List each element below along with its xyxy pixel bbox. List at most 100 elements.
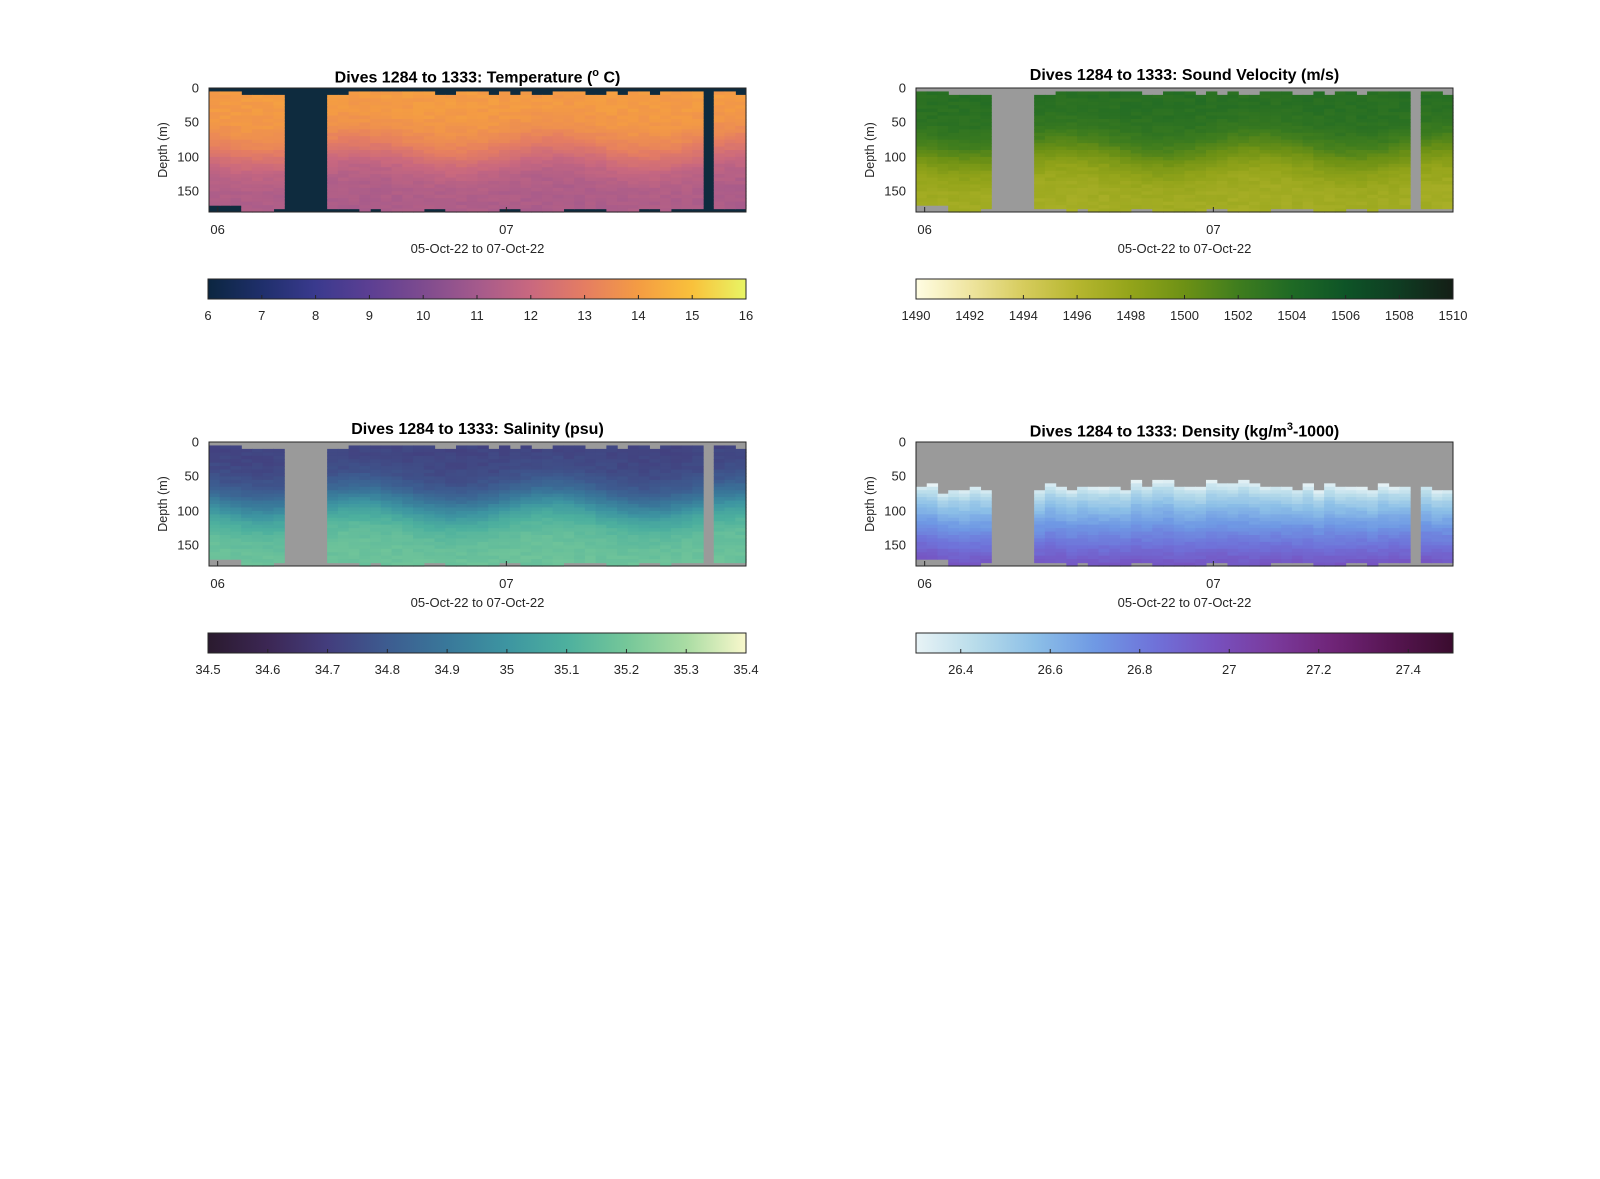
heatmap-cell bbox=[627, 538, 640, 543]
heatmap-cell bbox=[1399, 132, 1411, 137]
heatmap-cell bbox=[1120, 167, 1132, 172]
heatmap-cell bbox=[713, 156, 726, 161]
heatmap-cell bbox=[1216, 122, 1229, 127]
heatmap-cell bbox=[391, 122, 403, 127]
heatmap-cell bbox=[638, 462, 650, 467]
heatmap-cell bbox=[724, 483, 736, 488]
heatmap-cell bbox=[1270, 136, 1282, 141]
heatmap-cell bbox=[563, 153, 575, 158]
heatmap-cell bbox=[1216, 187, 1229, 192]
heatmap-cell bbox=[434, 510, 446, 515]
heatmap-cell bbox=[1248, 198, 1261, 203]
heatmap-cell bbox=[413, 163, 425, 168]
heatmap-cell bbox=[402, 476, 414, 481]
heatmap-cell bbox=[391, 129, 403, 134]
heatmap-cell bbox=[262, 459, 275, 464]
heatmap-cell bbox=[1302, 191, 1314, 196]
heatmap-cell bbox=[1195, 108, 1207, 113]
heatmap-cell bbox=[552, 143, 565, 148]
heatmap-cell bbox=[337, 462, 350, 467]
heatmap-cell bbox=[937, 98, 949, 103]
heatmap-cell bbox=[552, 528, 565, 533]
heatmap-cell bbox=[563, 455, 575, 460]
heatmap-cell bbox=[660, 459, 672, 464]
heatmap-cell bbox=[370, 541, 382, 546]
heatmap-cell bbox=[488, 531, 500, 536]
heatmap-cell bbox=[660, 177, 672, 182]
heatmap-cell bbox=[1141, 143, 1153, 148]
heatmap-cell bbox=[1324, 163, 1336, 168]
heatmap-cell bbox=[434, 98, 446, 103]
heatmap-cell bbox=[541, 94, 554, 99]
heatmap-cell bbox=[980, 187, 992, 192]
heatmap-cell bbox=[413, 201, 425, 206]
heatmap-cell bbox=[209, 445, 221, 450]
heatmap-cell bbox=[456, 541, 468, 546]
heatmap-cell bbox=[445, 524, 457, 529]
heatmap-cell bbox=[681, 139, 693, 144]
heatmap-cell bbox=[1087, 187, 1100, 192]
heatmap-cell bbox=[1152, 187, 1164, 192]
heatmap-cell bbox=[660, 548, 672, 553]
heatmap-cell bbox=[735, 125, 747, 130]
heatmap-cell bbox=[1141, 139, 1153, 144]
heatmap-cell bbox=[1087, 497, 1100, 502]
heatmap-cell bbox=[1281, 108, 1293, 113]
heatmap-cell bbox=[327, 184, 339, 189]
heatmap-cell bbox=[1120, 119, 1132, 124]
heatmap-cell bbox=[649, 139, 661, 144]
heatmap-cell bbox=[1055, 507, 1067, 512]
heatmap-cell bbox=[509, 459, 522, 464]
heatmap-cell bbox=[241, 514, 253, 519]
heatmap-cell bbox=[1420, 94, 1433, 99]
heatmap-cell bbox=[262, 167, 275, 172]
heatmap-cell bbox=[262, 538, 275, 543]
heatmap-cell bbox=[370, 201, 382, 206]
heatmap-cell bbox=[606, 452, 618, 457]
heatmap-cell bbox=[520, 490, 532, 495]
heatmap-cell bbox=[1248, 187, 1261, 192]
heatmap-cell bbox=[1152, 184, 1164, 189]
heatmap-cell bbox=[541, 466, 554, 471]
heatmap-cell bbox=[563, 486, 575, 491]
heatmap-cell bbox=[1173, 119, 1186, 124]
heatmap-cell bbox=[660, 528, 672, 533]
heatmap-cell bbox=[380, 170, 393, 175]
heatmap-cell bbox=[273, 559, 285, 564]
heatmap-cell bbox=[1205, 187, 1218, 192]
heatmap-cell bbox=[649, 448, 661, 453]
heatmap-cell bbox=[466, 524, 479, 529]
heatmap-cell bbox=[348, 514, 360, 519]
heatmap-cell bbox=[1238, 187, 1250, 192]
heatmap-cell bbox=[273, 541, 285, 546]
heatmap-cell bbox=[563, 160, 575, 165]
heatmap-cell bbox=[1227, 132, 1239, 137]
colorbar-tick-label: 34.5 bbox=[195, 662, 221, 677]
heatmap-cell bbox=[724, 177, 736, 182]
heatmap-cell bbox=[402, 205, 414, 210]
heatmap-cell bbox=[1227, 101, 1239, 106]
heatmap-cell bbox=[638, 493, 650, 498]
heatmap-cell bbox=[713, 174, 726, 179]
heatmap-cell bbox=[241, 500, 253, 505]
heatmap-cell bbox=[735, 521, 747, 526]
heatmap-cell bbox=[219, 194, 232, 199]
heatmap-cell bbox=[509, 497, 522, 502]
heatmap-cell bbox=[1313, 112, 1325, 117]
heatmap-cell bbox=[1291, 163, 1304, 168]
heatmap-cell bbox=[1302, 143, 1314, 148]
heatmap-cell bbox=[660, 208, 672, 213]
heatmap-cell bbox=[1044, 143, 1057, 148]
heatmap-cell bbox=[574, 555, 586, 560]
heatmap-cell bbox=[1120, 108, 1132, 113]
heatmap-cell bbox=[1238, 115, 1250, 120]
heatmap-cell bbox=[638, 559, 650, 564]
heatmap-cell bbox=[552, 132, 565, 137]
heatmap-cell bbox=[670, 119, 683, 124]
heatmap-cell bbox=[1163, 156, 1175, 161]
heatmap-cell bbox=[380, 181, 393, 186]
heatmap-cell bbox=[1109, 146, 1121, 151]
heatmap-cell bbox=[230, 167, 242, 172]
heatmap-cell bbox=[273, 205, 285, 210]
heatmap-cell bbox=[456, 459, 468, 464]
